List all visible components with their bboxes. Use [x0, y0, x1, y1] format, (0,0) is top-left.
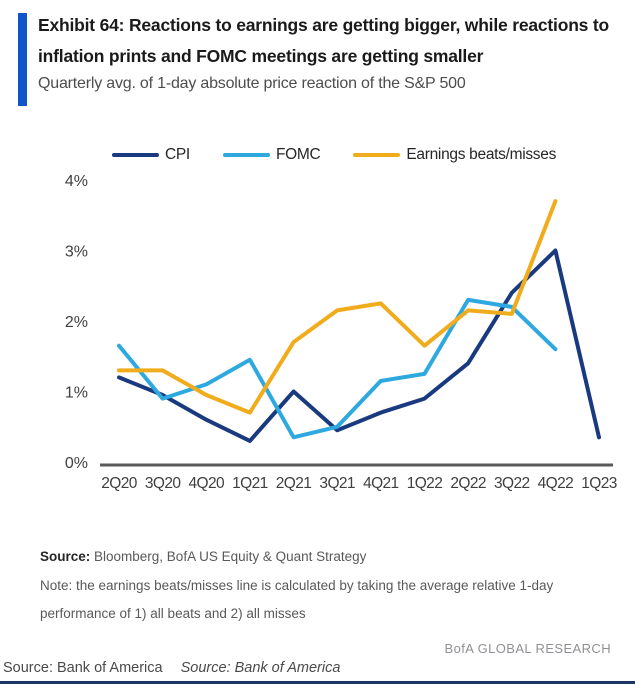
y-axis-tick: 2%: [65, 314, 88, 331]
x-axis-label: 1Q21: [232, 475, 268, 492]
legend-swatch: [353, 153, 401, 157]
x-axis-label: 4Q21: [363, 475, 399, 492]
chart-legend: CPI FOMC Earnings beats/misses: [112, 146, 589, 164]
note-line-2: performance of 1) all beats and 2) all m…: [40, 606, 306, 621]
x-axis-label: 4Q20: [189, 475, 225, 492]
source-label: Source:: [40, 549, 91, 564]
bottom-source-2: Source: Bank of America: [180, 660, 341, 676]
source-line: Source: Bloomberg, BofA US Equity & Quan…: [40, 549, 366, 564]
exhibit-title: Exhibit 64: Reactions to earnings are ge…: [38, 15, 609, 66]
series-line-fomc: [117, 297, 558, 440]
y-axis-tick: 1%: [65, 385, 88, 402]
series-line-earnings-beats-misses: [117, 199, 558, 415]
bofa-global-research-label: BofA GLOBAL RESEARCH: [444, 641, 611, 656]
legend-label: Earnings beats/misses: [406, 146, 557, 163]
x-axis-label: 3Q22: [494, 475, 530, 492]
legend-item-earnings-beats-misses: Earnings beats/misses: [353, 146, 556, 164]
chart-subtitle: Quarterly avg. of 1-day absolute price r…: [38, 75, 466, 92]
series-line-cpi: [117, 248, 601, 443]
bottom-border-line: [0, 681, 635, 684]
x-axis-label: 3Q21: [319, 475, 355, 492]
y-axis-tick: 4%: [65, 173, 88, 190]
x-axis-label: 1Q22: [407, 475, 443, 492]
y-axis-tick: 3%: [65, 244, 88, 261]
legend-swatch: [112, 153, 159, 157]
legend-swatch: [222, 153, 270, 157]
x-axis-label: 3Q20: [145, 475, 181, 492]
source-text: Bloomberg, BofA US Equity & Quant Strate…: [90, 549, 367, 564]
chart-header: Exhibit 64: Reactions to earnings are ge…: [38, 10, 630, 95]
legend-item-cpi: CPI: [112, 146, 190, 164]
legend-label: CPI: [165, 146, 190, 163]
x-axis-label: 1Q23: [581, 475, 617, 492]
legend-label: FOMC: [275, 146, 321, 163]
bottom-source-row: Source: Bank of America Source: Bank of A…: [3, 660, 340, 676]
y-axis-tick: 0%: [65, 455, 88, 472]
title-accent-bar: [18, 13, 27, 106]
x-axis-label: 2Q20: [101, 475, 137, 492]
x-axis-label: 2Q21: [276, 475, 312, 492]
x-axis-label: 4Q22: [538, 475, 574, 492]
legend-item-fomc: FOMC: [222, 146, 321, 164]
bottom-source-1: Source: Bank of America: [3, 660, 163, 676]
x-axis-label: 2Q22: [450, 475, 486, 492]
note-line-1: Note: the earnings beats/misses line is …: [40, 578, 554, 593]
